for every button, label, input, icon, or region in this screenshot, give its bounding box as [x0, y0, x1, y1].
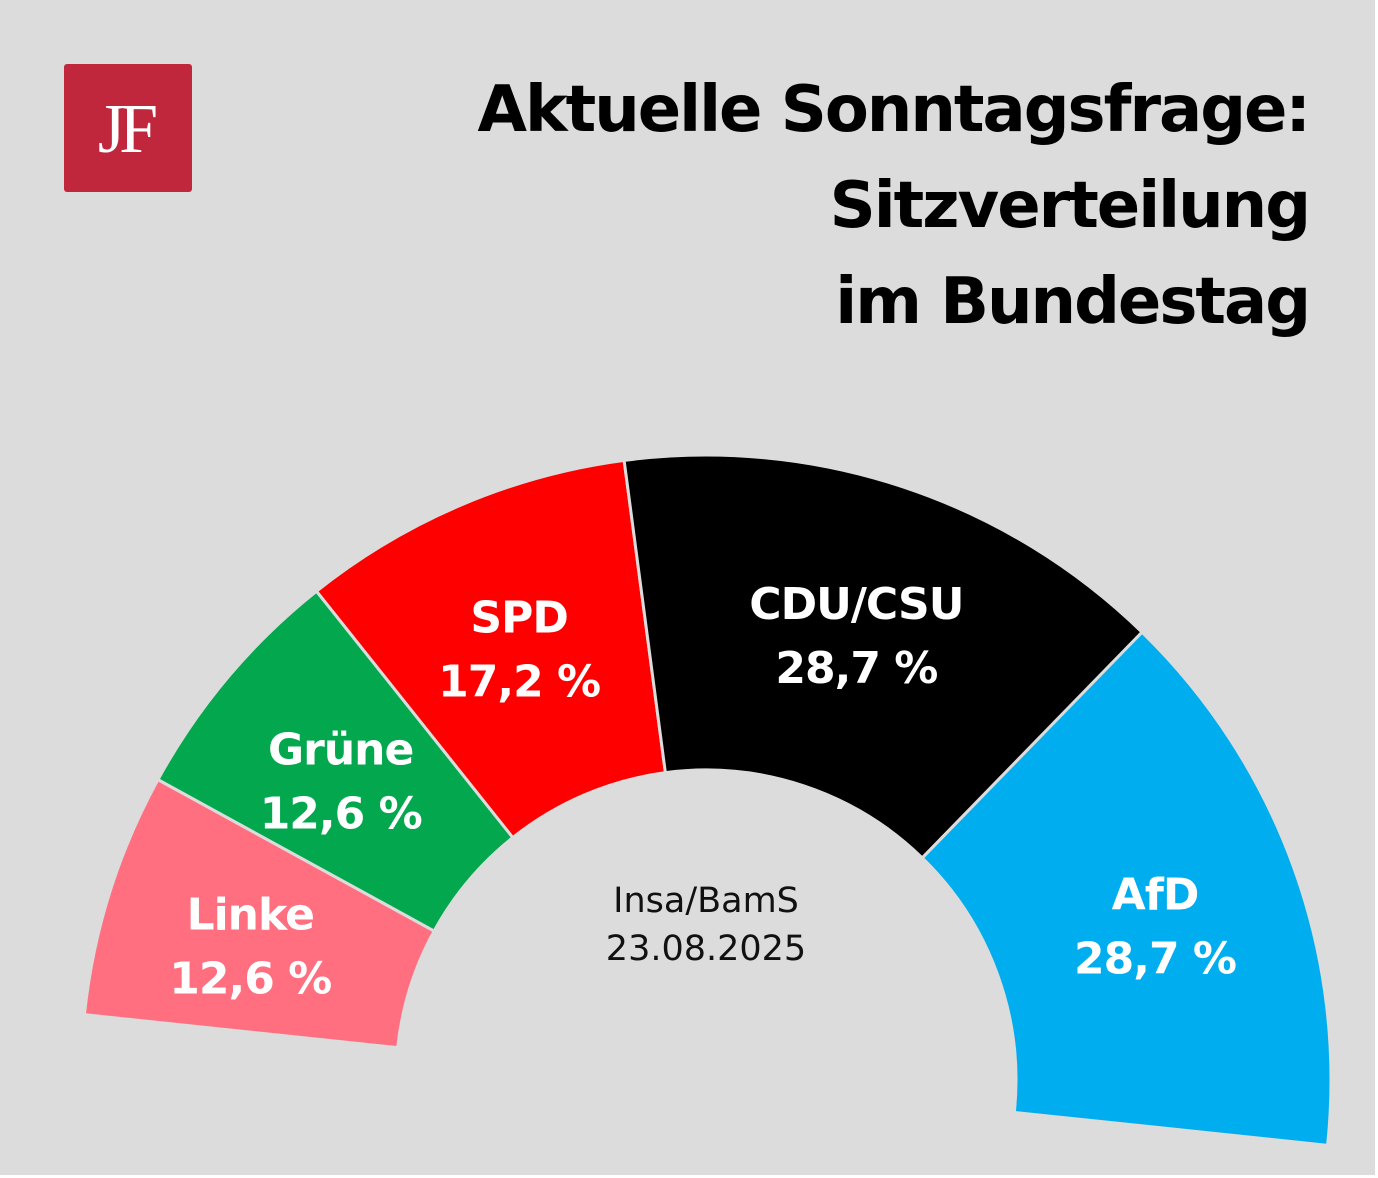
source-name: Insa/BamS: [613, 881, 799, 921]
segment-name-label: Grüne: [268, 725, 413, 776]
segment-value-label: 28,7 %: [775, 643, 937, 694]
jf-logo: JF: [64, 64, 192, 192]
logo-text: JF: [97, 91, 158, 168]
segment-name-label: SPD: [470, 593, 567, 644]
segment-name-label: CDU/CSU: [749, 579, 963, 630]
segment-name-label: AfD: [1112, 870, 1199, 921]
title-line-1: Aktuelle Sonntagsfrage:: [477, 73, 1311, 147]
chart-title: Aktuelle Sonntagsfrage: Sitzverteilung i…: [477, 62, 1311, 350]
title-line-3: im Bundestag: [835, 265, 1311, 339]
chart-labels: Linke 12,6 % Grüne 12,6 % SPD 17,2 % CDU/CSU 28…: [169, 579, 1237, 1005]
segment-afd: [920, 630, 1333, 1147]
segment-cdu-csu: [622, 453, 1145, 861]
segment-value-label: 28,7 %: [1074, 934, 1236, 985]
segment-value-label: 12,6 %: [260, 789, 422, 840]
segment-name-label: Linke: [187, 890, 314, 941]
segment-spd: [314, 458, 668, 840]
title-line-2: Sitzverteilung: [829, 169, 1311, 243]
source-date: 23.08.2025: [606, 929, 806, 969]
segment-value-label: 17,2 %: [438, 657, 600, 708]
chart-segments: [82, 453, 1333, 1147]
segment-value-label: 12,6 %: [169, 954, 331, 1005]
